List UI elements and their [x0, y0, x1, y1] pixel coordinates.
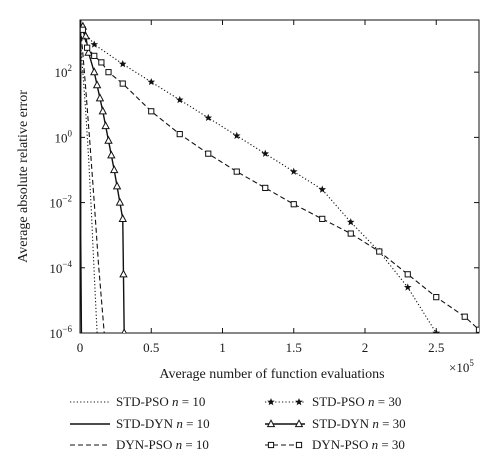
marker-triangle — [98, 106, 108, 115]
series-5 — [80, 21, 128, 333]
marker-square — [148, 108, 155, 115]
y-axis-label: Average absolute relative error — [16, 90, 31, 263]
legend-item: STD-PSO n = 10 — [70, 394, 205, 409]
legend-label: STD-DYN n = 30 — [312, 416, 406, 431]
series-6 — [80, 26, 479, 333]
y-tick-label: 102 — [55, 63, 73, 80]
marker-square — [475, 326, 479, 333]
marker-square — [290, 201, 297, 208]
marker-square — [98, 59, 105, 66]
marker-square — [376, 248, 383, 255]
marker-star — [403, 283, 412, 291]
marker-triangle — [92, 80, 102, 89]
x-tick-label: 0 — [77, 340, 84, 355]
y-tick-label: 10−4 — [49, 259, 72, 276]
marker-star — [346, 218, 355, 226]
legend-item: STD-DYN n = 10 — [70, 416, 210, 431]
series-line — [80, 36, 98, 333]
marker-triangle — [95, 93, 105, 102]
x-axis-label: Average number of function evaluations — [159, 367, 384, 382]
marker-square — [84, 44, 91, 51]
marker-square — [91, 52, 98, 59]
marker-triangle — [115, 197, 125, 206]
legend: STD-PSO n = 10 STD-DYN n = 10 DYN-PSO n = … — [70, 394, 406, 452]
marker-triangle — [294, 419, 304, 428]
marker-star — [204, 113, 213, 122]
legend-item: STD-PSO n = 30 — [265, 394, 401, 409]
legend-item: DYN-PSO n = 30 — [265, 437, 405, 452]
series-3 — [80, 36, 105, 333]
marker-square — [404, 271, 411, 278]
marker-triangle — [119, 269, 128, 278]
x-tick-label: 2.5 — [428, 340, 444, 355]
marker-triangle — [118, 214, 127, 222]
marker-star — [267, 398, 275, 406]
marker-square — [105, 69, 112, 76]
series-line — [82, 26, 125, 333]
marker-triangle — [109, 165, 119, 174]
marker-square — [80, 26, 86, 33]
marker-triangle — [266, 419, 276, 428]
marker-triangle — [112, 181, 122, 190]
marker-star — [118, 60, 127, 68]
marker-square — [205, 150, 212, 157]
x-tick-label: 1 — [219, 340, 226, 355]
marker-triangle — [121, 328, 127, 333]
series-line — [82, 29, 479, 331]
series-4 — [80, 25, 441, 333]
marker-star — [289, 167, 298, 175]
marker-square — [233, 168, 240, 175]
plot-area — [80, 20, 479, 333]
marker-triangle — [81, 31, 90, 40]
legend-label: DYN-PSO n = 10 — [116, 437, 209, 452]
series-2 — [80, 20, 83, 333]
legend-item: DYN-PSO n = 10 — [70, 437, 209, 452]
marker-square — [461, 313, 468, 320]
series-1 — [80, 36, 98, 333]
x-tick-label: 1.5 — [286, 340, 302, 355]
legend-label: STD-PSO n = 10 — [116, 394, 205, 409]
marker-square — [319, 215, 326, 222]
series-line — [82, 29, 437, 333]
marker-star — [147, 77, 156, 86]
legend-label: DYN-PSO n = 30 — [312, 437, 405, 452]
marker-square — [119, 80, 126, 87]
series-line — [80, 36, 105, 333]
x-exponent-label: ×105 — [449, 358, 474, 375]
marker-star — [295, 398, 303, 406]
marker-star — [261, 149, 270, 157]
series-line — [80, 20, 83, 333]
marker-square — [176, 131, 183, 138]
marker-square — [267, 441, 275, 449]
marker-triangle — [101, 121, 110, 130]
x-tick-label: 0.5 — [143, 340, 159, 355]
marker-square — [295, 441, 303, 449]
marker-triangle — [84, 47, 93, 56]
y-tick-label: 10−2 — [49, 194, 72, 211]
marker-star — [90, 40, 99, 48]
marker-star — [175, 95, 184, 104]
marker-triangle — [90, 67, 99, 76]
marker-square — [262, 184, 269, 192]
legend-item: STD-DYN n = 30 — [265, 416, 406, 431]
marker-triangle — [104, 135, 113, 144]
y-tick-label: 10−6 — [49, 324, 72, 341]
marker-triangle — [107, 150, 116, 159]
plot-frame — [79, 19, 480, 334]
marker-star — [232, 131, 241, 139]
marker-square — [433, 294, 440, 301]
legend-label: STD-DYN n = 10 — [116, 416, 210, 431]
x-tick-label: 2 — [362, 340, 369, 355]
marker-square — [347, 230, 354, 237]
marker-star — [318, 185, 327, 193]
legend-label: STD-PSO n = 30 — [312, 394, 401, 409]
y-tick-label: 100 — [55, 128, 73, 145]
